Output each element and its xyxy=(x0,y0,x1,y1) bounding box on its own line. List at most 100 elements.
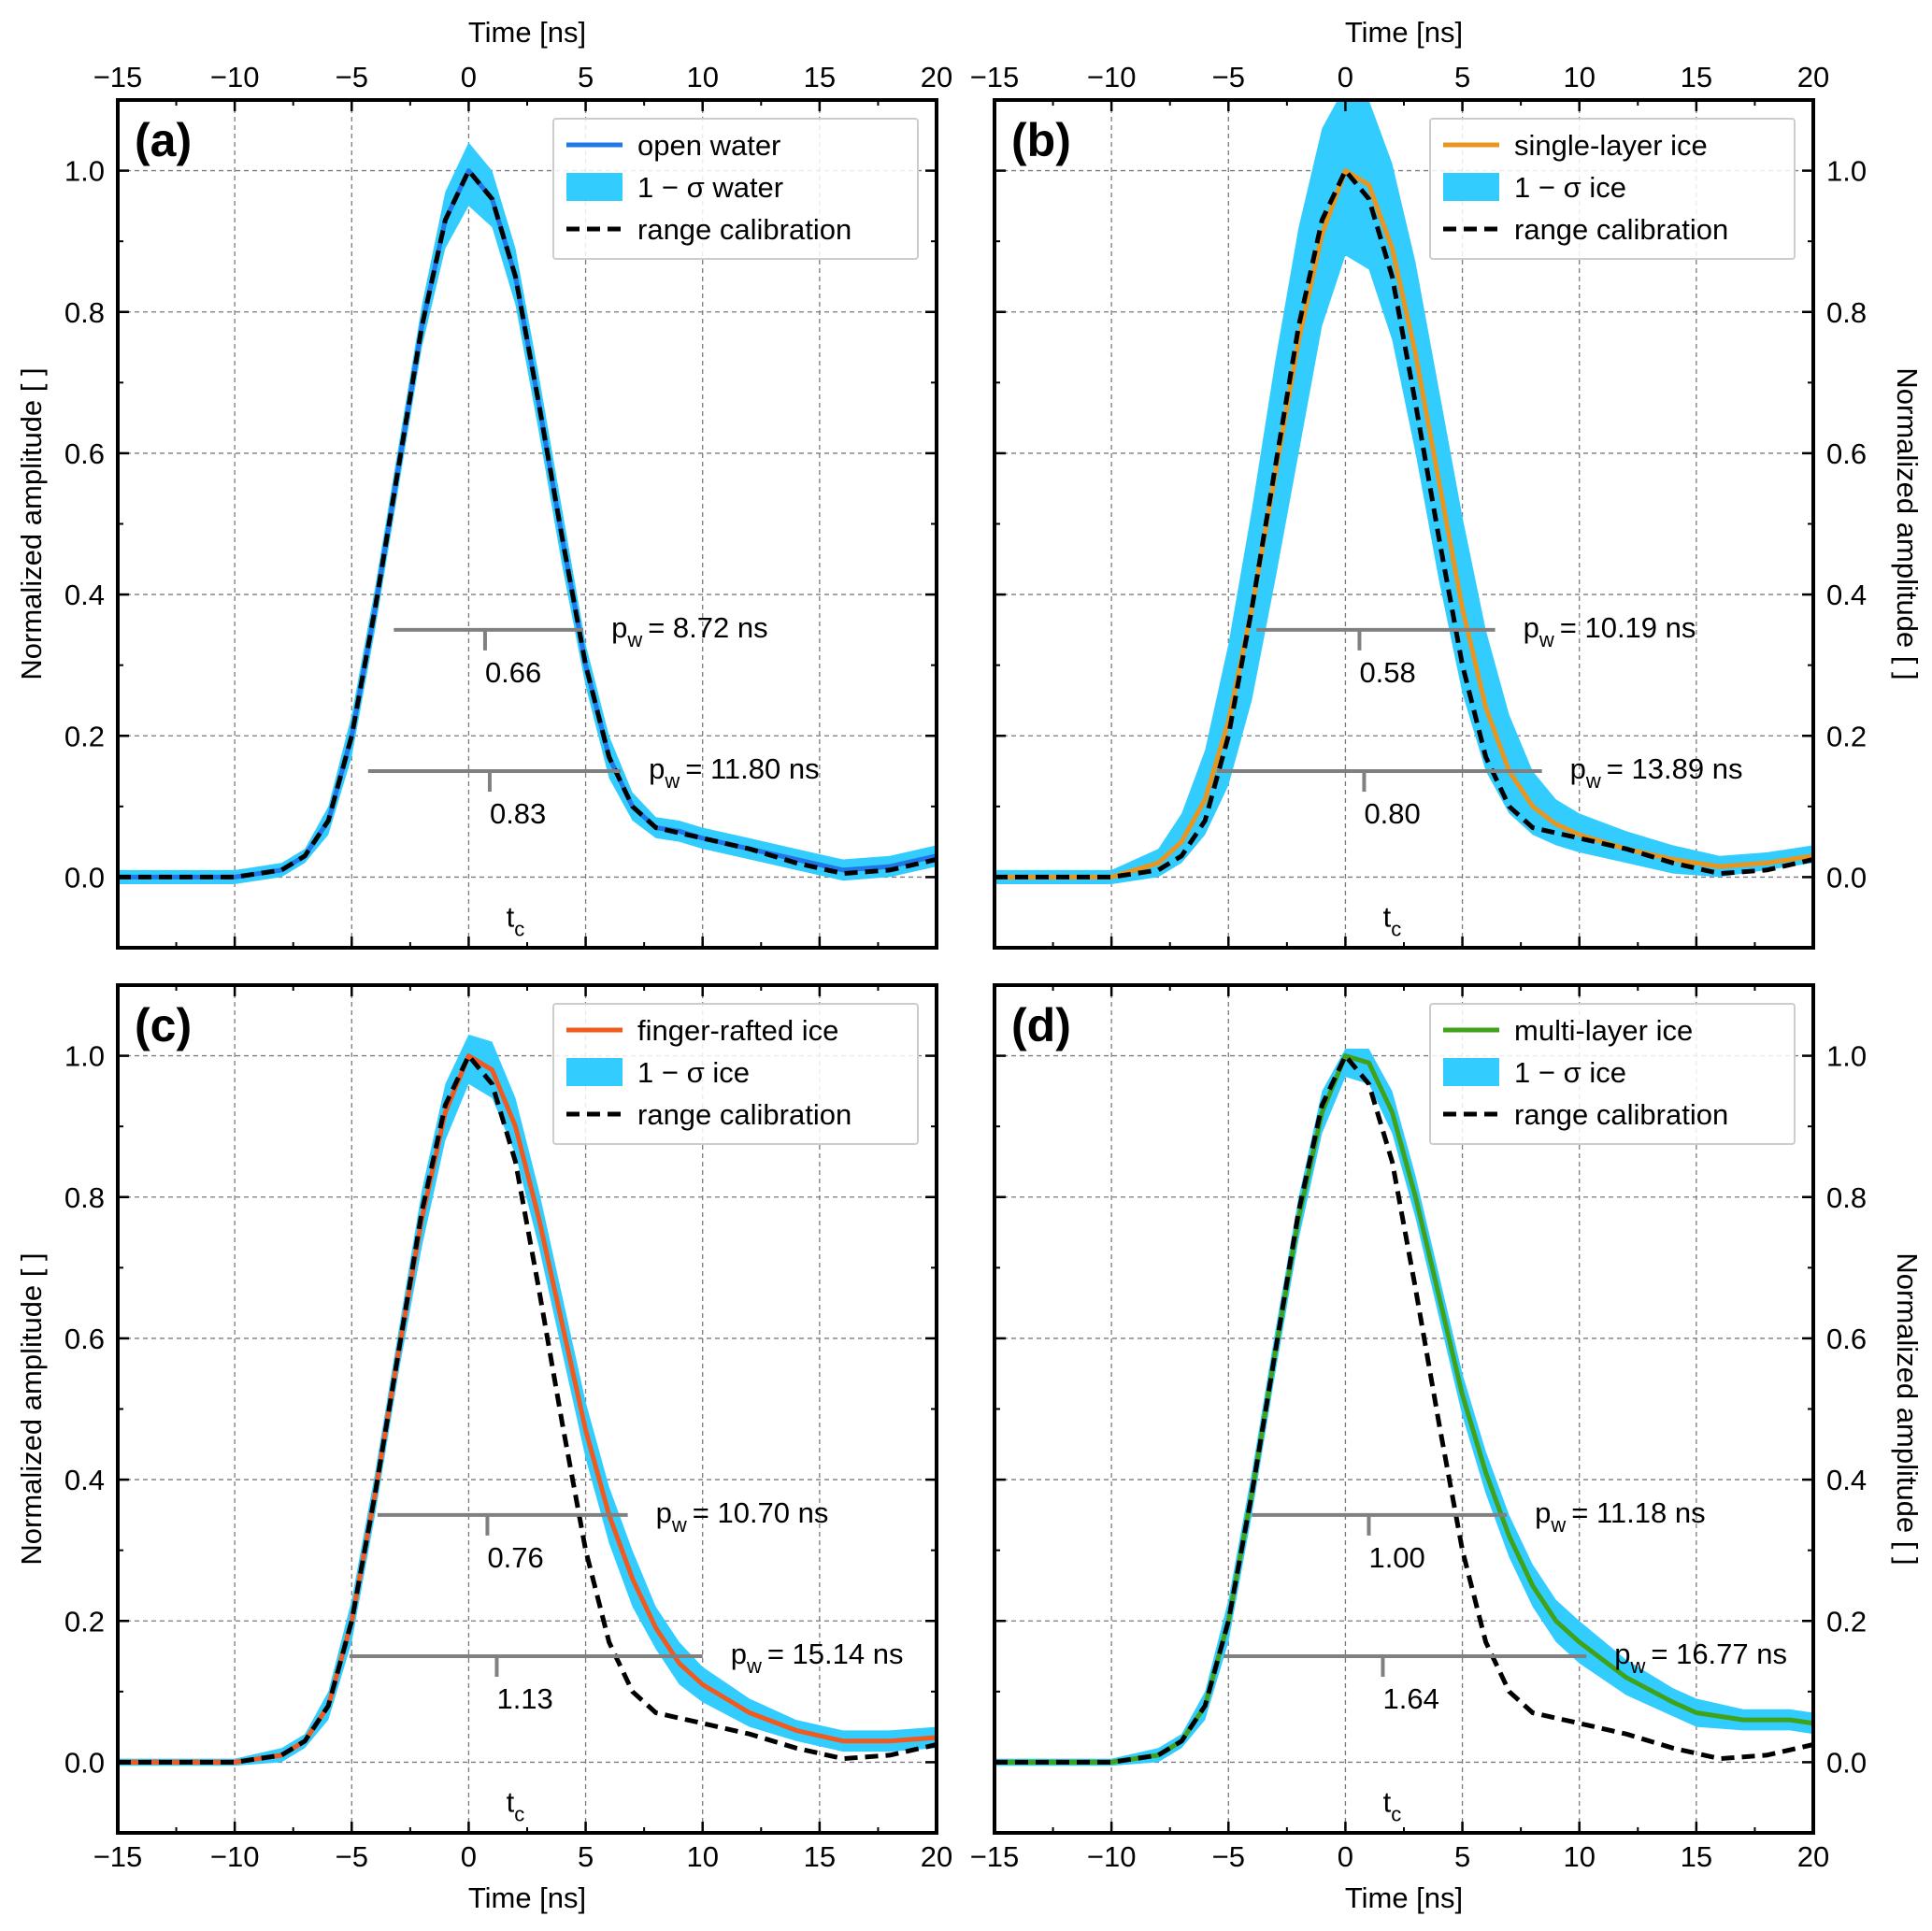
y-tick-label: 0.2 xyxy=(1826,720,1867,752)
pulse-width-label: pw = 15.14 ns xyxy=(731,1638,904,1678)
y-axis-title: Normalized amplitude [ ] xyxy=(1891,1252,1924,1565)
x-tick-label: −10 xyxy=(1087,1840,1137,1873)
pulse-width-annotation: 0.58 pw = 10.19 ns xyxy=(1256,611,1696,689)
x-tick-label: 0 xyxy=(461,61,477,93)
x-tick-label: −5 xyxy=(336,61,368,93)
x-tick-label: 15 xyxy=(804,1840,836,1873)
range-calibration-line xyxy=(118,168,937,880)
y-tick-label: 0.0 xyxy=(64,861,105,894)
legend-swatch-band xyxy=(566,173,623,201)
x-tick-label: 20 xyxy=(921,61,952,93)
panel-label: (a) xyxy=(135,114,192,166)
legend: finger-rafted ice 1 − σ ice range calibrat… xyxy=(552,1003,919,1145)
y-tick-label: 0.8 xyxy=(64,1181,105,1214)
x-tick-label: −5 xyxy=(1212,1840,1245,1873)
x-tick-label: 15 xyxy=(804,61,836,93)
legend-box xyxy=(1429,118,1796,260)
y-axis-title: Normalized amplitude [ ] xyxy=(15,1252,48,1565)
y-tick-label: 0.2 xyxy=(64,1605,105,1638)
y-tick-label: 0.4 xyxy=(64,579,105,611)
x-tick-label: 15 xyxy=(1681,1840,1712,1873)
y-axis-title: Normalized amplitude [ ] xyxy=(1891,367,1924,679)
x-tick-label: 20 xyxy=(1797,61,1829,93)
legend-entry: finger-rafted ice xyxy=(637,1014,838,1047)
tc-label: tc xyxy=(1383,900,1402,940)
x-tick-label: 0 xyxy=(1338,61,1353,93)
x-tick-label: −10 xyxy=(1087,61,1137,93)
legend-entry: open water xyxy=(637,129,780,162)
x-tick-label: −15 xyxy=(970,1840,1020,1873)
x-tick-label: −5 xyxy=(1212,61,1245,93)
legend-entry: range calibration xyxy=(637,1098,852,1131)
legend-swatch-band xyxy=(1443,173,1499,201)
y-tick-label: 0.4 xyxy=(1826,1464,1867,1496)
y-tick-label: 0.2 xyxy=(64,720,105,752)
x-tick-label: 20 xyxy=(1797,1840,1829,1873)
pulse-width-label: pw = 11.80 ns xyxy=(649,752,820,793)
mean-waveform-line xyxy=(995,1053,1813,1765)
tc-label: tc xyxy=(507,900,525,940)
x-tick-label: −10 xyxy=(210,61,260,93)
center-offset-label: 0.66 xyxy=(485,656,541,689)
plot-area xyxy=(118,1034,937,1767)
pulse-width-annotation: 0.80 pw = 13.89 ns xyxy=(1216,752,1742,830)
y-tick-label: 0.8 xyxy=(64,296,105,329)
y-tick-label: 1.0 xyxy=(1826,155,1867,188)
pulse-width-annotation: 1.13 pw = 15.14 ns xyxy=(349,1638,904,1715)
legend-entry: 1 − σ ice xyxy=(1514,1056,1626,1089)
y-tick-label: 0.4 xyxy=(1826,579,1867,611)
legend-entry: range calibration xyxy=(637,213,852,246)
y-tick-label: 0.0 xyxy=(1826,1746,1867,1779)
x-tick-label: −15 xyxy=(93,1840,143,1873)
range-calibration-line xyxy=(118,1053,937,1765)
mean-waveform-line xyxy=(995,168,1813,880)
y-tick-label: 0.8 xyxy=(1826,1181,1867,1214)
y-tick-label: 1.0 xyxy=(64,1040,105,1073)
x-tick-label: 5 xyxy=(578,1840,594,1873)
y-tick-label: 1.0 xyxy=(1826,1040,1867,1073)
range-calibration-line xyxy=(995,1053,1813,1765)
plot-area xyxy=(118,142,937,884)
x-tick-label: 15 xyxy=(1681,61,1712,93)
y-tick-label: 1.0 xyxy=(64,155,105,188)
center-offset-label: 0.76 xyxy=(487,1541,543,1574)
legend-entry: multi-layer ice xyxy=(1514,1014,1693,1047)
legend-entry: 1 − σ water xyxy=(637,171,783,204)
panel-label: (d) xyxy=(1011,999,1071,1051)
center-offset-label: 0.80 xyxy=(1364,797,1420,830)
y-axis-title: Normalized amplitude [ ] xyxy=(15,367,48,679)
pulse-width-label: pw = 11.18 ns xyxy=(1535,1496,1706,1537)
pulse-width-label: pw = 8.72 ns xyxy=(611,611,768,651)
panel-c: 0.76 pw = 10.70 ns 1.13 pw = 15.14 ns tc −15 −10… xyxy=(15,983,952,1914)
y-tick-label: 0.2 xyxy=(1826,1605,1867,1638)
y-tick-label: 0.0 xyxy=(1826,861,1867,894)
x-tick-label: 5 xyxy=(578,61,594,93)
x-tick-label: 10 xyxy=(686,1840,718,1873)
pulse-width-label: pw = 16.77 ns xyxy=(1614,1638,1787,1678)
pulse-width-annotation: 0.76 pw = 10.70 ns xyxy=(377,1496,828,1574)
y-tick-label: 0.4 xyxy=(64,1464,105,1496)
center-offset-label: 0.83 xyxy=(490,797,546,830)
pulse-width-annotation: 0.83 pw = 11.80 ns xyxy=(367,752,820,830)
plot-area xyxy=(995,1049,1813,1767)
legend-swatch-band xyxy=(566,1058,623,1086)
plot-area xyxy=(995,100,1813,884)
x-tick-label: 5 xyxy=(1454,1840,1470,1873)
x-tick-label: 20 xyxy=(921,1840,952,1873)
legend: single-layer ice 1 − σ ice range calibrati… xyxy=(1429,118,1796,260)
y-tick-label: 0.6 xyxy=(1826,437,1867,470)
legend-entry: single-layer ice xyxy=(1514,129,1708,162)
legend-entry: range calibration xyxy=(1514,213,1728,246)
x-tick-label: 0 xyxy=(1338,1840,1353,1873)
y-tick-label: 0.6 xyxy=(1826,1323,1867,1355)
legend: open water 1 − σ water range calibration xyxy=(552,118,919,260)
y-tick-label: 0.8 xyxy=(1826,296,1867,329)
tc-label: tc xyxy=(1383,1785,1402,1825)
y-tick-label: 0.6 xyxy=(64,437,105,470)
panel-label: (c) xyxy=(135,999,192,1051)
center-offset-label: 0.58 xyxy=(1359,656,1415,689)
pulse-width-annotation: 0.66 pw = 8.72 ns xyxy=(394,611,768,689)
